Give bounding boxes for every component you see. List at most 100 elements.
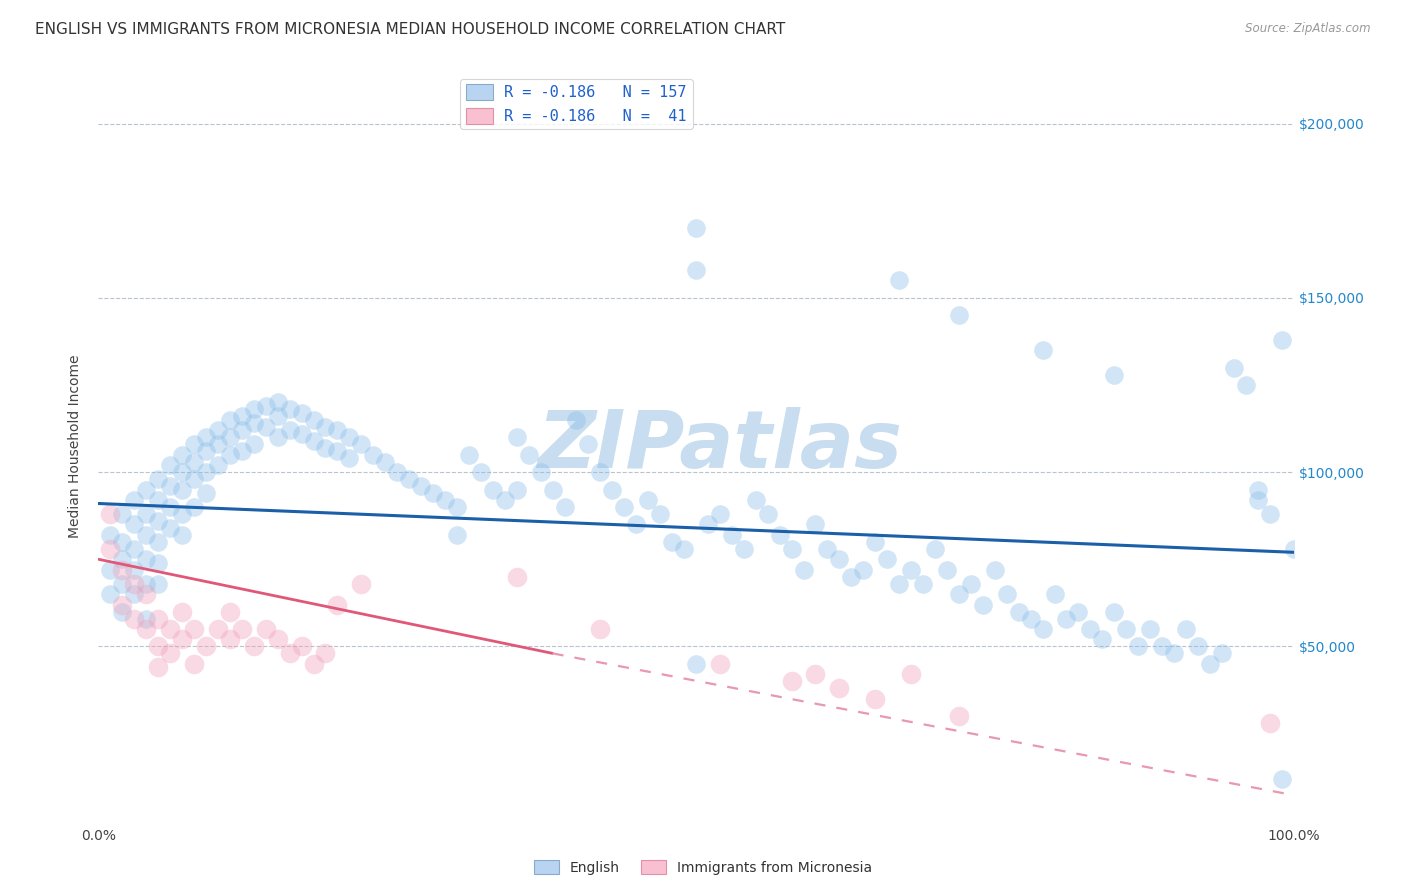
Point	[900, 667, 922, 681]
Point	[267, 395, 290, 409]
Point	[1043, 587, 1066, 601]
Point	[183, 500, 205, 514]
Point	[780, 674, 803, 689]
Point	[374, 455, 396, 469]
Point	[685, 263, 707, 277]
Point	[984, 563, 1007, 577]
Point	[315, 420, 337, 434]
Point	[1152, 640, 1174, 654]
Point	[98, 528, 122, 542]
Point	[135, 528, 157, 542]
Point	[889, 273, 911, 287]
Point	[243, 402, 266, 417]
Point	[148, 556, 170, 570]
Point	[148, 576, 170, 591]
Point	[219, 448, 242, 462]
Point	[661, 534, 683, 549]
Point	[231, 622, 253, 636]
Point	[745, 493, 768, 508]
Point	[195, 465, 218, 479]
Point	[278, 402, 301, 417]
Point	[254, 420, 277, 434]
Point	[183, 657, 205, 671]
Point	[315, 441, 337, 455]
Point	[195, 486, 218, 500]
Point	[1258, 507, 1281, 521]
Point	[111, 598, 134, 612]
Point	[135, 611, 157, 625]
Point	[291, 426, 314, 441]
Point	[172, 632, 194, 647]
Point	[709, 657, 731, 671]
Point	[721, 528, 744, 542]
Point	[1234, 378, 1257, 392]
Point	[697, 517, 720, 532]
Point	[124, 563, 146, 577]
Point	[911, 576, 934, 591]
Point	[1211, 646, 1233, 660]
Point	[124, 541, 146, 556]
Point	[1187, 640, 1209, 654]
Point	[828, 681, 851, 696]
Point	[98, 587, 122, 601]
Point	[733, 541, 755, 556]
Point	[1019, 611, 1042, 625]
Point	[1032, 622, 1054, 636]
Point	[446, 500, 468, 514]
Point	[948, 587, 970, 601]
Point	[172, 507, 194, 521]
Point	[350, 576, 373, 591]
Point	[1080, 622, 1102, 636]
Point	[768, 528, 790, 542]
Point	[183, 437, 205, 451]
Point	[135, 576, 157, 591]
Point	[195, 430, 218, 444]
Point	[159, 500, 181, 514]
Point	[148, 640, 170, 654]
Point	[98, 507, 122, 521]
Point	[648, 507, 672, 521]
Point	[398, 472, 420, 486]
Point	[135, 587, 157, 601]
Point	[326, 444, 349, 458]
Point	[148, 493, 170, 508]
Point	[793, 563, 815, 577]
Point	[685, 221, 707, 235]
Point	[876, 552, 898, 566]
Point	[1247, 483, 1270, 497]
Point	[602, 483, 624, 497]
Point	[422, 486, 444, 500]
Point	[1115, 622, 1137, 636]
Point	[302, 657, 325, 671]
Point	[995, 587, 1018, 601]
Point	[815, 541, 838, 556]
Point	[159, 479, 181, 493]
Point	[458, 448, 481, 462]
Point	[494, 493, 516, 508]
Legend: R = -0.186   N = 157, R = -0.186   N =  41: R = -0.186 N = 157, R = -0.186 N = 41	[460, 78, 693, 129]
Point	[195, 444, 218, 458]
Point	[1282, 541, 1305, 556]
Point	[565, 413, 588, 427]
Point	[506, 483, 529, 497]
Point	[1271, 772, 1294, 786]
Point	[183, 472, 205, 486]
Point	[159, 458, 181, 472]
Point	[302, 413, 325, 427]
Point	[124, 517, 146, 532]
Point	[148, 514, 170, 528]
Point	[1032, 343, 1054, 358]
Point	[207, 437, 229, 451]
Point	[589, 622, 612, 636]
Point	[148, 660, 170, 674]
Point	[278, 646, 301, 660]
Point	[363, 448, 385, 462]
Point	[172, 605, 194, 619]
Point	[124, 611, 146, 625]
Point	[948, 308, 970, 322]
Point	[948, 709, 970, 723]
Point	[637, 493, 659, 508]
Point	[219, 605, 242, 619]
Point	[1258, 716, 1281, 731]
Point	[506, 430, 529, 444]
